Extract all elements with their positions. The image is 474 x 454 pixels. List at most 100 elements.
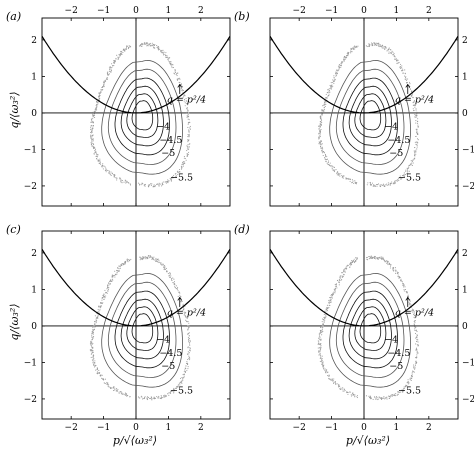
scatter-point xyxy=(177,78,179,80)
contour-label: −5 xyxy=(389,148,403,159)
scatter-point xyxy=(185,112,187,114)
y-tick-label: 2 xyxy=(462,249,468,259)
scatter-point xyxy=(157,46,159,48)
scatter-point xyxy=(332,292,334,294)
scatter-point xyxy=(149,397,151,399)
scatter-point xyxy=(148,255,151,257)
scatter-point xyxy=(321,358,323,360)
scatter-point xyxy=(181,163,183,165)
scatter-point xyxy=(125,394,127,397)
scatter-point xyxy=(158,185,160,187)
scatter-point xyxy=(176,75,178,77)
contour-label: −5.5 xyxy=(398,172,421,183)
scatter-point xyxy=(96,158,98,160)
scatter-point xyxy=(356,395,358,397)
scatter-point xyxy=(189,359,191,361)
scatter-point xyxy=(125,181,127,183)
scatter-point xyxy=(121,54,123,56)
scatter-point xyxy=(381,44,383,46)
scatter-point xyxy=(399,175,401,177)
scatter-point xyxy=(164,396,166,398)
scatter-point xyxy=(416,337,418,339)
scatter-point xyxy=(160,397,162,400)
x-axis-label-left: p/√⟨ω₃²⟩ xyxy=(113,434,157,447)
scatter-point xyxy=(152,43,155,45)
contour-line xyxy=(120,85,164,147)
scatter-point xyxy=(91,129,93,131)
scatter-point xyxy=(172,282,174,284)
scatter-point xyxy=(151,398,153,400)
scatter-point xyxy=(106,383,108,385)
contour-line xyxy=(342,77,398,156)
scatter-point xyxy=(414,320,416,322)
contour-label: −5 xyxy=(161,361,175,372)
scatter-point xyxy=(189,125,191,128)
scatter-point xyxy=(90,343,92,345)
scatter-point xyxy=(185,368,187,370)
scatter-point xyxy=(186,364,189,366)
scatter-point xyxy=(120,264,122,266)
scatter-point xyxy=(369,257,371,259)
scatter-point xyxy=(342,272,344,274)
scatter-point xyxy=(397,393,399,395)
scatter-point xyxy=(120,178,122,180)
scatter-point xyxy=(340,173,342,175)
scatter-point xyxy=(417,118,419,120)
scatter-point xyxy=(163,396,165,398)
scatter-point xyxy=(102,166,104,168)
panel-label: (b) xyxy=(234,10,250,23)
scatter-point xyxy=(188,355,190,357)
scatter-point xyxy=(369,398,371,400)
curve-annotation: q = p²/4 xyxy=(395,95,434,106)
scatter-point xyxy=(382,47,384,49)
scatter-point xyxy=(319,122,321,124)
scatter-point xyxy=(162,49,164,51)
scatter-point xyxy=(127,261,129,263)
scatter-point xyxy=(110,386,112,389)
scatter-point xyxy=(175,176,178,178)
scatter-point xyxy=(402,389,404,391)
scatter-point xyxy=(352,394,354,396)
scatter-point xyxy=(354,260,356,262)
scatter-point xyxy=(322,363,324,365)
scatter-point xyxy=(163,269,165,271)
scatter-point xyxy=(352,180,354,182)
scatter-point xyxy=(382,258,385,260)
scatter-point xyxy=(139,256,141,258)
scatter-point xyxy=(335,75,337,77)
scatter-point xyxy=(369,397,372,399)
scatter-point xyxy=(171,67,173,69)
scatter-point xyxy=(373,42,375,44)
scatter-point xyxy=(350,178,352,180)
scatter-point xyxy=(336,287,338,289)
scatter-point xyxy=(322,330,324,332)
scatter-point xyxy=(170,178,172,180)
scatter-point xyxy=(333,75,335,77)
scatter-point xyxy=(186,153,188,155)
scatter-point xyxy=(393,183,395,185)
scatter-point xyxy=(177,385,179,387)
scatter-point xyxy=(323,321,325,323)
scatter-point xyxy=(96,106,98,108)
scatter-point xyxy=(175,175,177,177)
scatter-point xyxy=(113,387,115,389)
scatter-point xyxy=(141,257,143,259)
scatter-point xyxy=(335,382,337,384)
scatter-point xyxy=(331,297,333,299)
contour-line xyxy=(101,59,184,175)
y-tick-label: 2 xyxy=(31,36,37,46)
scatter-point xyxy=(189,339,191,342)
scatter-point xyxy=(94,325,96,327)
contour-label: −5 xyxy=(389,361,403,372)
scatter-point xyxy=(331,165,333,167)
scatter-point xyxy=(109,69,111,71)
scatter-point xyxy=(355,45,357,47)
scatter-point xyxy=(169,273,171,275)
scatter-point xyxy=(188,338,190,340)
scatter-point xyxy=(175,173,177,175)
contour-label: −4.5 xyxy=(159,135,182,146)
scatter-point xyxy=(161,264,163,266)
scatter-point xyxy=(91,359,93,361)
scatter-point xyxy=(321,363,323,365)
